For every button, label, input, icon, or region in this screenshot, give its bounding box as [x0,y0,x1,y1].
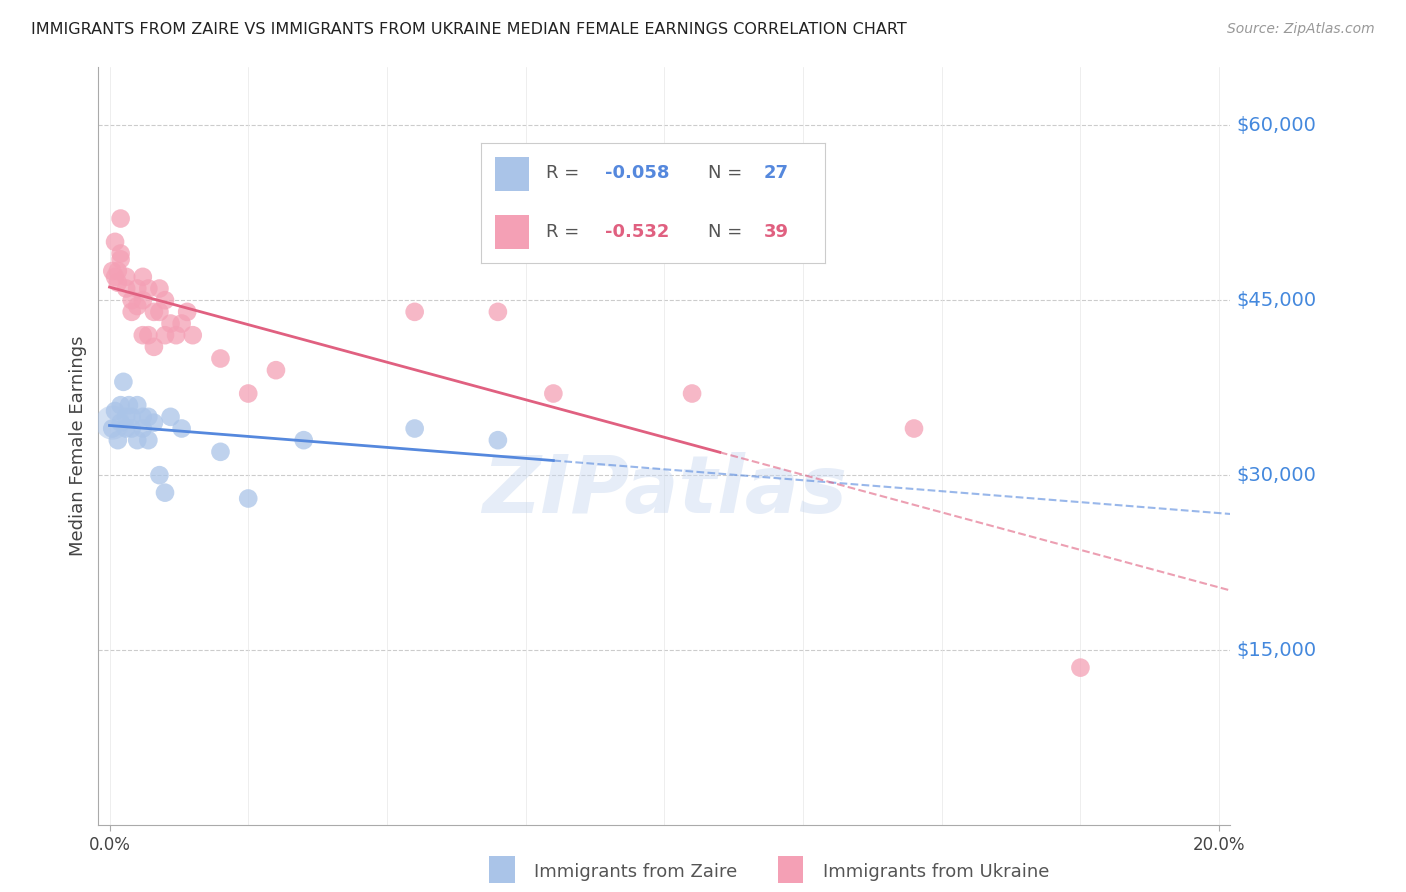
Point [121,421,143,435]
Point [104,235,127,249]
Point [238,491,260,506]
Text: R =: R = [547,164,579,183]
Text: IMMIGRANTS FROM ZAIRE VS IMMIGRANTS FROM UKRAINE MEDIAN FEMALE EARNINGS CORRELAT: IMMIGRANTS FROM ZAIRE VS IMMIGRANTS FROM… [31,22,907,37]
Point [121,409,143,424]
Point [209,445,232,459]
Point [264,363,287,377]
Point [153,328,176,343]
Point [486,433,509,447]
Point [110,211,132,226]
Point [138,281,160,295]
Point [101,264,124,278]
Point [142,340,165,354]
Text: 27: 27 [763,164,789,183]
Text: N =: N = [709,223,742,242]
Point [176,305,198,319]
Point [486,305,509,319]
Point [159,317,181,331]
Point [165,328,187,343]
Point [110,252,132,267]
Point [121,293,143,308]
Point [159,409,181,424]
Point [132,269,155,284]
Point [170,421,193,435]
Point [142,416,165,430]
Text: -0.058: -0.058 [605,164,669,183]
Text: Immigrants from Zaire: Immigrants from Zaire [534,863,738,881]
Text: Source: ZipAtlas.com: Source: ZipAtlas.com [1227,22,1375,37]
FancyBboxPatch shape [495,157,529,191]
Point [142,305,165,319]
Point [543,386,565,401]
Point [132,421,155,435]
Point [132,409,155,424]
Point [138,328,160,343]
Point [115,269,138,284]
Point [127,398,149,412]
Point [148,305,170,319]
Point [132,328,155,343]
Point [292,433,315,447]
Text: ZIPatlas: ZIPatlas [482,452,846,531]
Point [115,281,138,295]
Point [127,433,149,447]
Point [138,433,160,447]
Point [153,293,176,308]
Point [181,328,204,343]
Point [681,386,703,401]
Text: $60,000: $60,000 [1236,116,1316,135]
Point [138,409,160,424]
Point [110,398,132,412]
FancyBboxPatch shape [495,215,529,249]
Text: N =: N = [709,164,742,183]
Point [115,421,138,435]
Point [115,409,138,424]
Text: $15,000: $15,000 [1236,640,1316,659]
Point [148,281,170,295]
Point [107,276,129,290]
Point [153,485,176,500]
Point [127,281,149,295]
Point [404,305,426,319]
Point [104,404,127,418]
Point [112,375,135,389]
Point [127,299,149,313]
Text: Immigrants from Ukraine: Immigrants from Ukraine [823,863,1049,881]
Point [170,317,193,331]
Point [110,416,132,430]
Point [107,264,129,278]
Text: $30,000: $30,000 [1236,466,1316,484]
Point [110,246,132,260]
Point [101,421,124,435]
Y-axis label: Median Female Earnings: Median Female Earnings [69,335,87,557]
Text: R =: R = [547,223,579,242]
Text: $45,000: $45,000 [1236,291,1316,310]
Point [132,293,155,308]
Point [118,398,141,412]
Point [903,421,925,435]
Text: -0.532: -0.532 [605,223,669,242]
Point [148,468,170,483]
Point [107,433,129,447]
Point [101,416,124,430]
Point [404,421,426,435]
Point [238,386,260,401]
Point [121,305,143,319]
Point [104,269,127,284]
Point [209,351,232,366]
Point [1069,660,1091,674]
Text: 39: 39 [763,223,789,242]
